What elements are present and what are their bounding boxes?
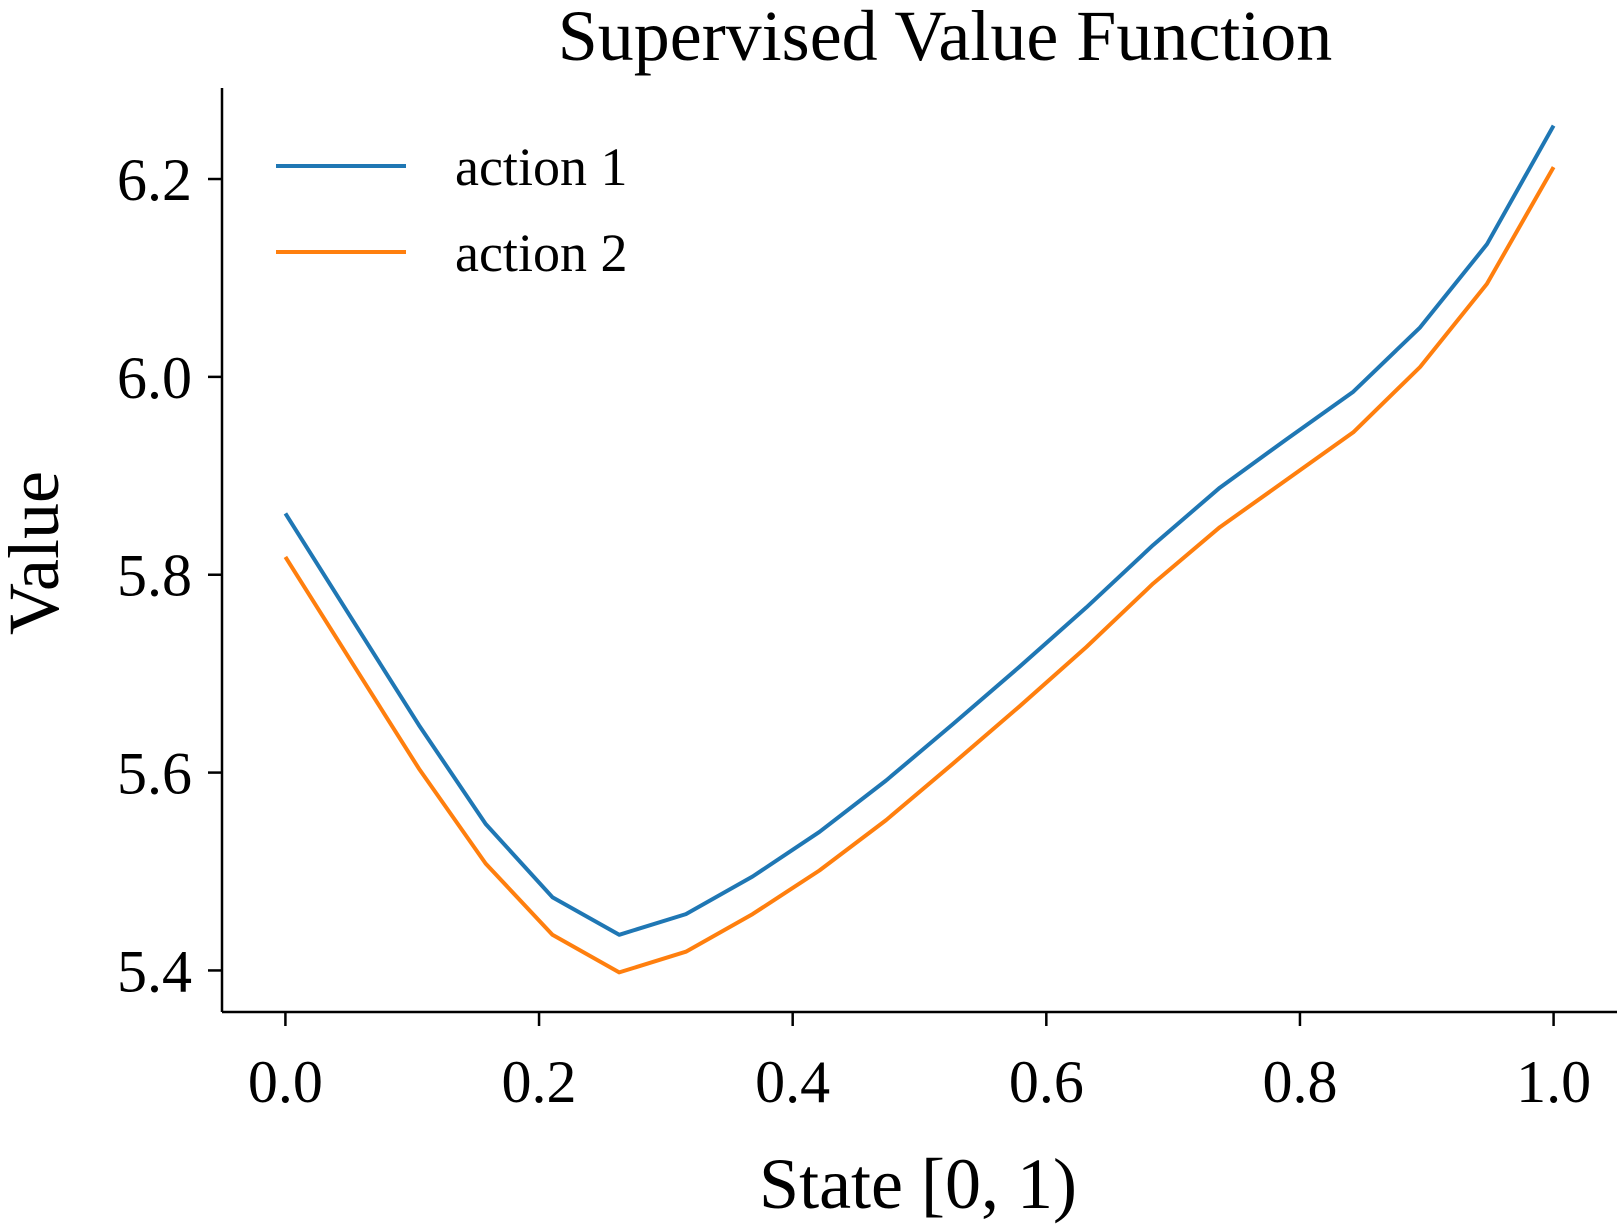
plot-area <box>283 124 1556 975</box>
x-tick-label: 0.2 <box>502 1049 577 1115</box>
y-axis-label: Value <box>0 471 74 635</box>
legend-label-action-1: action 1 <box>455 137 627 197</box>
x-tick-label: 1.0 <box>1516 1049 1591 1115</box>
y-tick-label: 5.4 <box>117 938 192 1004</box>
chart-title: Supervised Value Function <box>558 0 1333 76</box>
series-line-action-1 <box>283 124 1556 937</box>
x-tick-label: 0.4 <box>755 1049 830 1115</box>
x-axis-ticks: 0.0 0.2 0.4 0.6 0.8 1.0 <box>248 1012 1591 1115</box>
y-tick-label: 5.8 <box>117 543 192 609</box>
y-tick-label: 6.0 <box>117 345 192 411</box>
x-tick-label: 0.8 <box>1262 1049 1337 1115</box>
series-line-action-2 <box>283 166 1556 975</box>
x-tick-label: 0.6 <box>1009 1049 1084 1115</box>
legend-label-action-2: action 2 <box>455 223 627 283</box>
x-axis-label: State [0, 1) <box>759 1144 1077 1224</box>
x-tick-label: 0.0 <box>248 1049 323 1115</box>
y-tick-label: 6.2 <box>117 147 192 213</box>
y-axis-ticks: 5.4 5.6 5.8 6.0 6.2 <box>117 147 222 1004</box>
legend: action 1 action 2 <box>276 137 627 283</box>
y-tick-label: 5.6 <box>117 741 192 807</box>
